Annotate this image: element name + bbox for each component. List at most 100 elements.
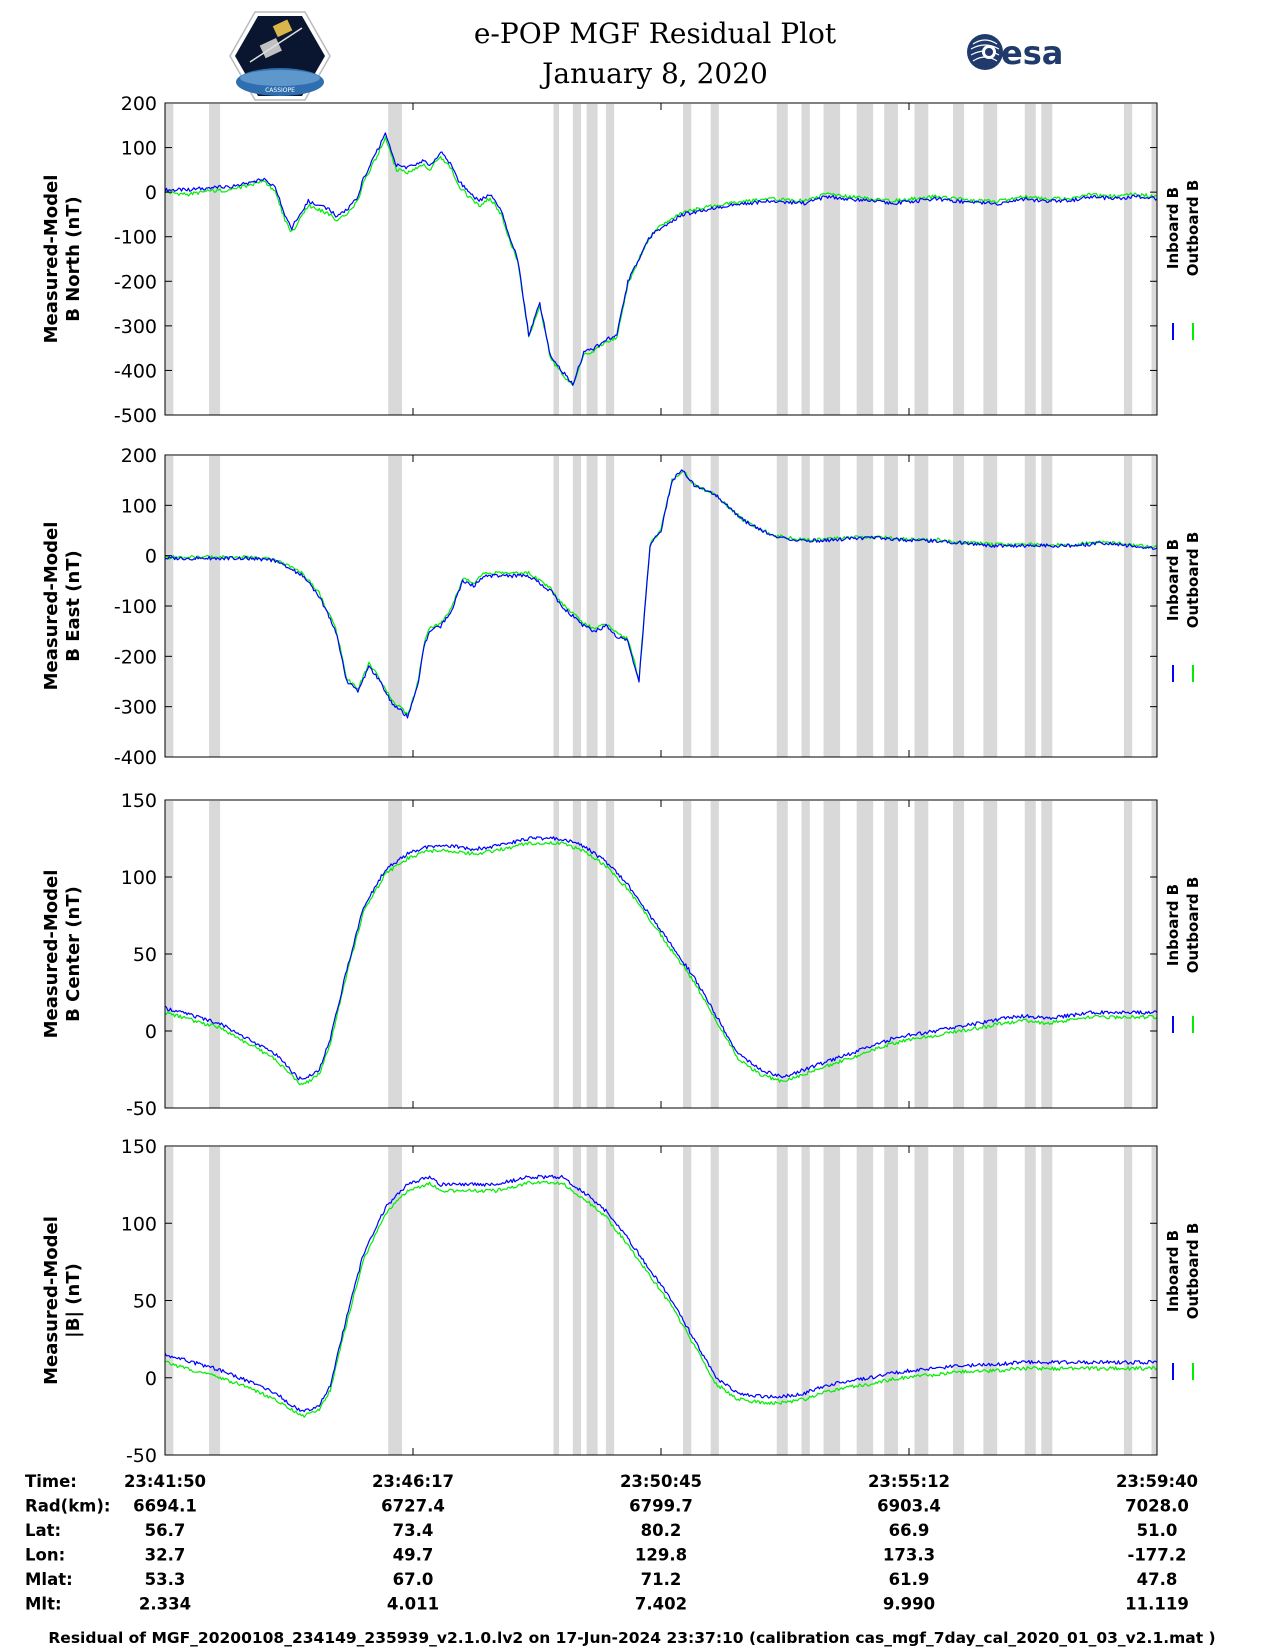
y-axis-label: B North (nT) [63, 196, 84, 322]
ephemeris-value: 32.7 [145, 1546, 186, 1565]
ephemeris-value: 66.9 [889, 1521, 930, 1540]
data-gap-band [1123, 456, 1133, 757]
data-gap-band [914, 801, 929, 1108]
data-gap-band [1123, 104, 1133, 415]
data-gap-band [553, 456, 560, 757]
data-gap-band [914, 104, 929, 415]
data-gap-band [165, 104, 174, 415]
data-gap-band [209, 801, 221, 1108]
ephemeris-value: 7.402 [635, 1595, 687, 1614]
legend-outboard-label: Outboard B [1184, 877, 1202, 974]
ephemeris-value: 23:46:17 [372, 1472, 454, 1491]
plot-frame [164, 102, 1158, 416]
y-tick-label: 0 [145, 546, 157, 568]
ephemeris-value: 73.4 [393, 1521, 434, 1540]
data-gap-band [801, 104, 810, 415]
y-tick-label: 0 [145, 182, 157, 204]
y-tick-label: -400 [114, 747, 157, 769]
plot-frame [164, 799, 1158, 1109]
ephemeris-value: 6694.1 [133, 1497, 197, 1516]
data-gap-band [801, 456, 810, 757]
ephemeris-value: 53.3 [145, 1570, 186, 1589]
y-axis-label: Measured-Model [41, 522, 62, 691]
data-gap-band [884, 104, 898, 415]
data-gap-band [605, 456, 615, 757]
esa-logo-text: esa [1001, 34, 1063, 72]
ephemeris-row-label: Rad(km): [25, 1497, 111, 1516]
data-gap-band [572, 1147, 582, 1455]
data-gap-band [553, 801, 560, 1108]
ephemeris-value: 80.2 [641, 1521, 682, 1540]
data-gap-band [953, 456, 965, 757]
y-tick-label: 100 [121, 138, 157, 160]
footer-caption: Residual of MGF_20200108_234149_235939_v… [48, 1629, 1215, 1647]
data-gap-band [1024, 456, 1036, 757]
data-gap-band [553, 104, 560, 415]
ephemeris-value: 173.3 [883, 1546, 935, 1565]
ephemeris-value: 11.119 [1125, 1595, 1189, 1614]
data-gap-band [953, 104, 965, 415]
y-tick-label: 100 [121, 1213, 157, 1235]
y-tick-label: -50 [126, 1445, 157, 1467]
data-gap-band [856, 801, 874, 1108]
y-tick-label: 200 [121, 445, 157, 467]
data-gap-band [776, 1147, 788, 1455]
legend-inboard-label: Inboard B [1164, 884, 1182, 966]
data-gap-band [983, 104, 998, 415]
ephemeris-table: Time: 23:41:50 23:46:17 23:50:45 23:55:12 23:… [25, 1472, 1198, 1614]
ephemeris-value: 23:59:40 [1116, 1472, 1198, 1491]
data-gap-band [710, 801, 719, 1108]
plot-frame [164, 1145, 1158, 1456]
data-gap-band [823, 104, 841, 415]
outboard-b-line [164, 136, 1158, 386]
y-tick-label: -300 [114, 316, 157, 338]
data-gap-band [586, 456, 598, 757]
y-axis-label: B Center (nT) [63, 886, 84, 1022]
data-gap-band [388, 456, 402, 757]
data-gap-band [823, 1147, 841, 1455]
data-gap-band [776, 456, 788, 757]
data-gap-band [914, 456, 929, 757]
data-gap-band [801, 1147, 810, 1455]
data-gap-band [953, 801, 965, 1108]
data-gap-band [683, 801, 692, 1108]
data-gap-band [884, 1147, 898, 1455]
data-gap-band [1024, 104, 1036, 415]
data-gap-band [683, 104, 692, 415]
plot-panels: 2001000-100-200-300-400-500Measured-Mode… [41, 93, 1202, 1467]
data-gap-band [1123, 1147, 1133, 1455]
data-gap-band [1041, 801, 1053, 1108]
y-tick-label: -50 [126, 1098, 157, 1120]
data-gap-band [710, 104, 719, 415]
ephemeris-row-label: Time: [25, 1472, 77, 1491]
inboard-b-line [164, 132, 1158, 386]
cassiope-logo-text: CASSIOPE [265, 87, 295, 94]
data-gap-band [586, 801, 598, 1108]
data-gap-band [605, 1147, 615, 1455]
y-tick-label: 200 [121, 93, 157, 115]
data-gap-band [953, 1147, 965, 1455]
y-axis-label: Measured-Model [41, 175, 62, 344]
legend-outboard-label: Outboard B [1184, 1223, 1202, 1320]
y-tick-label: 150 [121, 790, 157, 812]
data-gap-band [823, 801, 841, 1108]
data-gap-band [553, 1147, 560, 1455]
y-tick-label: -200 [114, 271, 157, 293]
panel-3: 150 100 50 0 -50 Measured-Model B Center (nT) I… [41, 790, 1202, 1120]
data-gap-band [209, 1147, 221, 1455]
ephemeris-row-label: Mlat: [25, 1570, 73, 1589]
legend-inboard-label: Inboard B [1164, 539, 1182, 621]
outboard-b-line [164, 1180, 1158, 1418]
ephemeris-value: 6799.7 [629, 1497, 693, 1516]
data-gap-band [710, 1147, 719, 1455]
ephemeris-value: 23:55:12 [868, 1472, 950, 1491]
data-gap-band [983, 801, 998, 1108]
panel-2: 200 100 0 -100 -200 -300 -400 Measured-Model B E… [41, 445, 1202, 769]
ephemeris-value: 7028.0 [1125, 1497, 1189, 1516]
ephemeris-value: 4.011 [387, 1595, 439, 1614]
data-gap-band [605, 104, 615, 415]
ephemeris-value: 51.0 [1137, 1521, 1178, 1540]
data-gap-band [572, 456, 582, 757]
esa-logo: esa [967, 34, 1063, 72]
outboard-b-line [164, 840, 1158, 1086]
